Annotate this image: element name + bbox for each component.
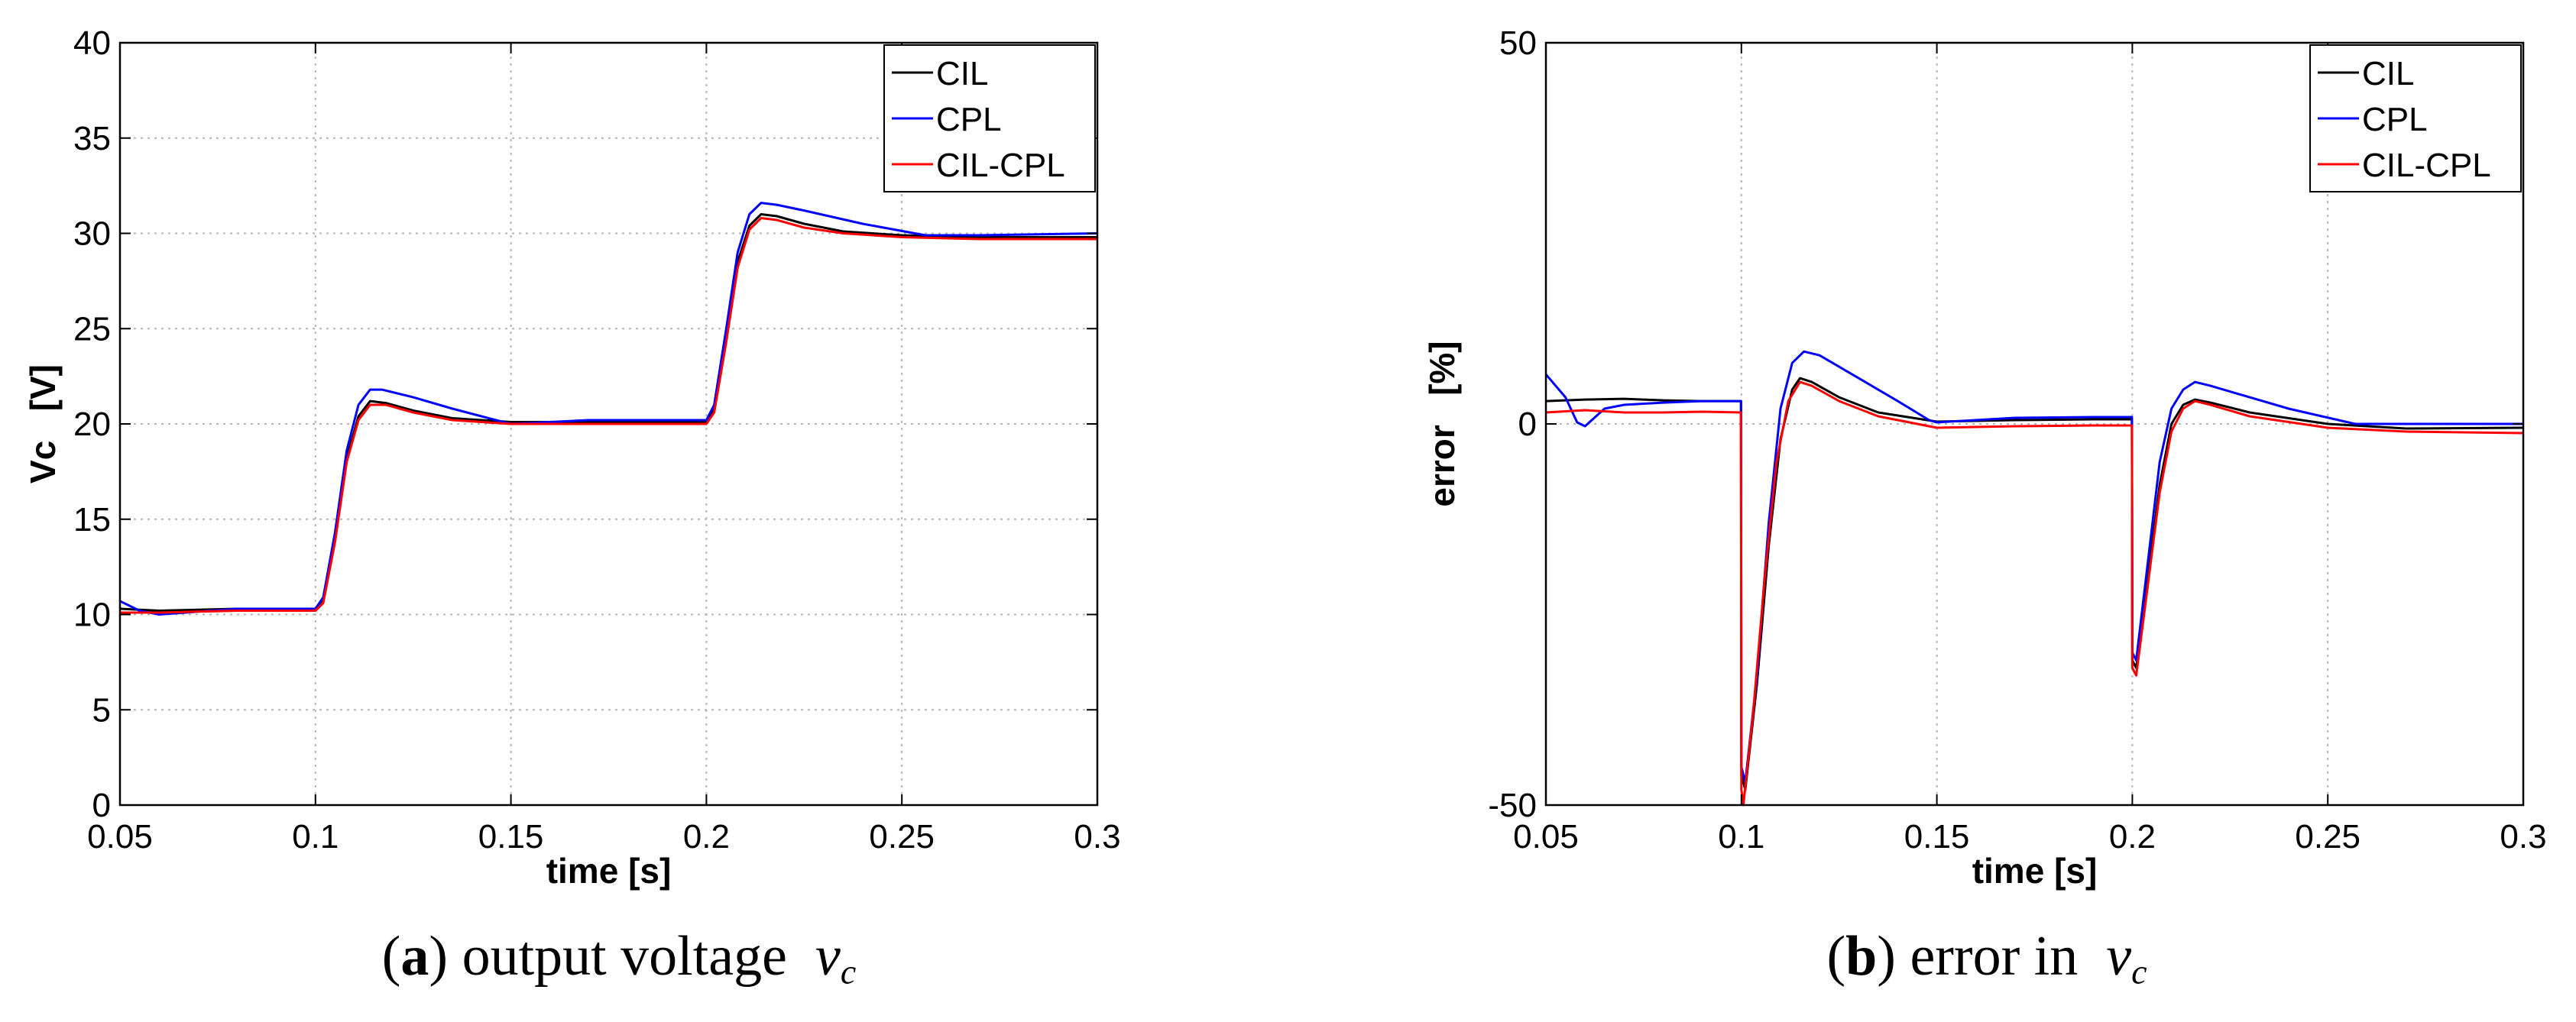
- series-line-cil-cpl: [1546, 380, 2523, 807]
- x-tick-label: 0.25: [869, 818, 935, 855]
- caption-a-text: output voltage: [462, 925, 787, 988]
- caption-b-symbol: v: [2106, 925, 2132, 988]
- y-axis-label: Vc [V]: [23, 364, 63, 484]
- x-tick-label: 0.05: [87, 818, 153, 855]
- y-tick-label: 5: [92, 691, 111, 729]
- y-tick-label: 35: [73, 120, 111, 157]
- y-tick-label: 0: [92, 787, 111, 824]
- x-tick-label: 0.2: [2109, 818, 2156, 855]
- caption-b: (b) error in vc: [1826, 925, 2147, 991]
- y-tick-label: 15: [73, 501, 111, 538]
- legend-label: CPL: [936, 101, 1002, 138]
- x-tick-label: 0.3: [1074, 818, 1120, 855]
- caption-b-subscript: c: [2131, 952, 2147, 991]
- x-axis-label: time [s]: [1972, 851, 2098, 891]
- x-tick-label: 0.15: [478, 818, 544, 855]
- y-tick-label: -50: [1488, 787, 1537, 824]
- caption-b-letter: b: [1845, 925, 1878, 988]
- legend: CIL CPL CIL-CPL: [2309, 44, 2522, 192]
- series-group: [120, 202, 1097, 616]
- x-axis-label: time [s]: [546, 851, 672, 891]
- x-tick-label: 0.3: [2500, 818, 2546, 855]
- legend-label: CIL: [936, 55, 988, 92]
- y-tick-label: 0: [1518, 406, 1537, 443]
- chart-a: 0.05 0.1 0.15 0.2 0.25 0.3 0 5 10 15 20 25 30 35 40 tim…: [23, 24, 1121, 891]
- legend-label: CIL: [2362, 55, 2414, 92]
- x-tick-label: 0.25: [2295, 818, 2361, 855]
- x-tick-label: 0.2: [683, 818, 730, 855]
- series-line-cil-cpl: [120, 217, 1097, 614]
- chart-b: 0.05 0.1 0.15 0.2 0.25 0.3 -50 0 50 time [s] error…: [1422, 24, 2547, 891]
- series-line-cpl: [1546, 350, 2523, 784]
- caption-b-text: error in: [1910, 925, 2079, 988]
- caption-a-symbol: v: [815, 925, 841, 988]
- y-tick-label: 10: [73, 597, 111, 634]
- y-tick-label: 30: [73, 215, 111, 253]
- legend-label: CIL-CPL: [936, 147, 1065, 184]
- x-tick-label: 0.1: [292, 818, 339, 855]
- y-tick-label: 20: [73, 406, 111, 443]
- legend-label: CPL: [2362, 101, 2428, 138]
- caption-a: (a) output voltage vc: [381, 925, 857, 991]
- x-tick-label: 0.1: [1718, 818, 1764, 855]
- legend: CIL CPL CIL-CPL: [883, 44, 1096, 192]
- y-axis-label: error [%]: [1422, 341, 1462, 506]
- x-tick-label: 0.15: [1904, 818, 1970, 855]
- legend-label: CIL-CPL: [2362, 147, 2491, 184]
- y-tick-label: 25: [73, 310, 111, 348]
- y-tick-label: 40: [73, 24, 111, 62]
- series-group: [1546, 350, 2523, 807]
- x-tick-label: 0.05: [1513, 818, 1579, 855]
- y-tick-label: 50: [1499, 24, 1537, 62]
- caption-a-subscript: c: [840, 952, 857, 991]
- caption-a-letter: a: [400, 925, 429, 988]
